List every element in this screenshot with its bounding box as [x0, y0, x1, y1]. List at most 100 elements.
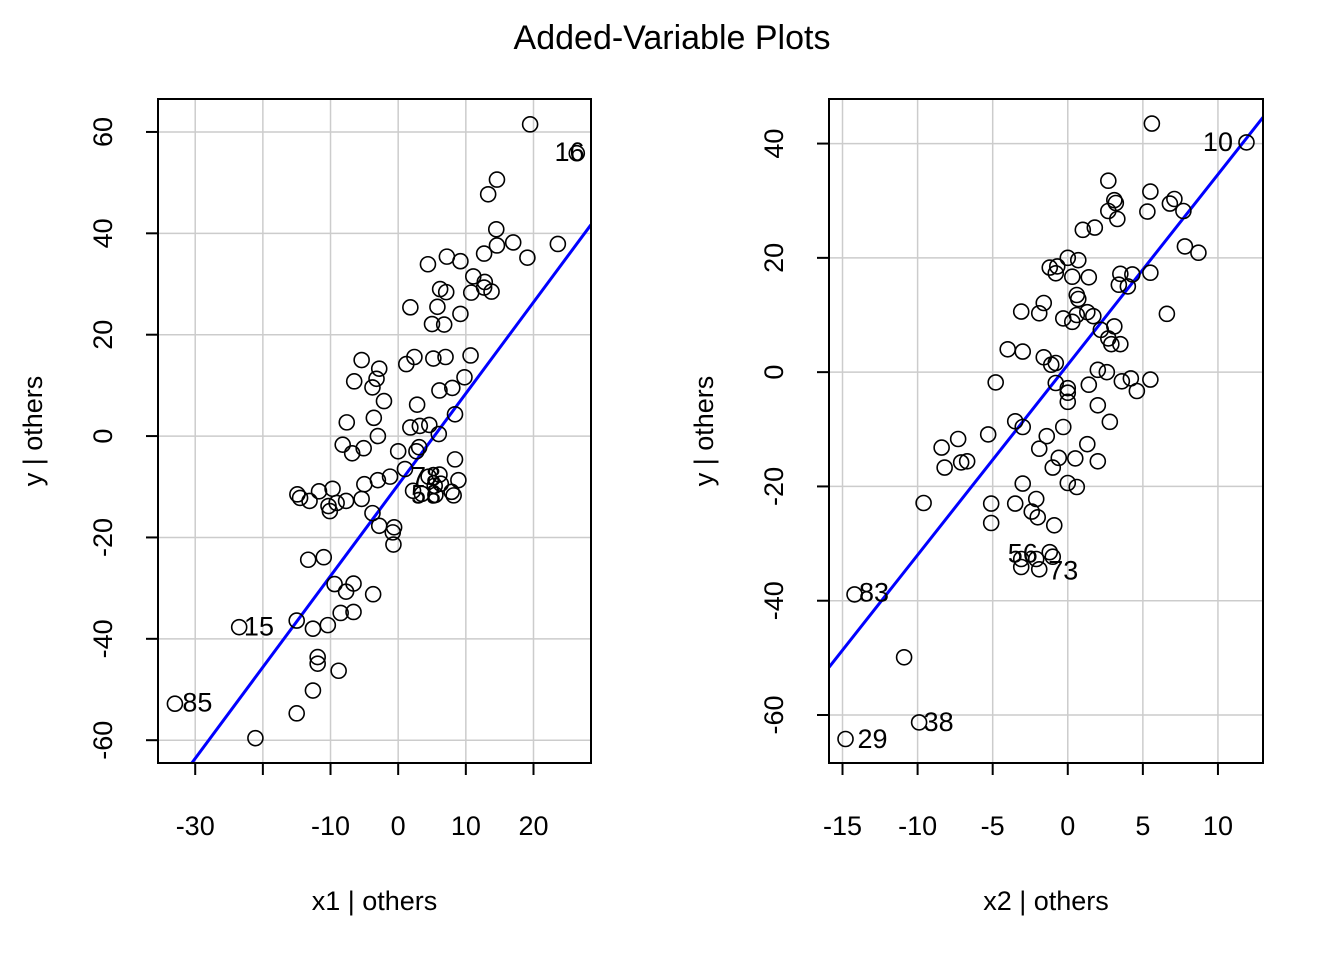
y-tick-label: 0: [759, 365, 789, 380]
fit-line-x1: [189, 223, 591, 763]
data-point: [487, 220, 505, 238]
data-point: [315, 548, 333, 566]
data-point: [1030, 440, 1048, 458]
data-point: [365, 409, 383, 427]
data-point: [1098, 363, 1116, 381]
point-label: 58: [411, 479, 441, 509]
data-point: [332, 604, 349, 622]
data-point: [1128, 382, 1146, 400]
y-axis-label-x1: y | others: [18, 376, 48, 487]
data-point: [389, 442, 407, 460]
y-tick-label: 20: [759, 243, 789, 273]
data-point: [402, 419, 419, 436]
data-point: [1069, 290, 1087, 308]
data-point: [320, 497, 337, 515]
data-point: [1030, 304, 1048, 322]
data-point: [1139, 203, 1156, 220]
data-point: [1059, 393, 1077, 411]
data-point: [324, 480, 341, 498]
data-point: [1029, 508, 1047, 526]
y-tick-label: 20: [88, 320, 118, 350]
data-point: [1190, 244, 1207, 262]
data-point: [247, 729, 264, 747]
data-point: [1074, 221, 1092, 239]
point-label: 56: [1008, 538, 1038, 568]
data-point: [369, 471, 387, 489]
data-point: [982, 495, 1000, 512]
data-point: [1044, 459, 1062, 476]
data-point: [1023, 503, 1041, 520]
data-point: [1012, 303, 1030, 320]
data-point: [1014, 343, 1032, 360]
y-tick-label: -40: [88, 619, 118, 658]
data-point: [519, 249, 536, 266]
data-point: [425, 350, 442, 367]
data-point: [1158, 305, 1176, 323]
data-point: [1089, 396, 1107, 414]
y-tick-label: 40: [759, 129, 789, 159]
data-point: [1142, 371, 1159, 388]
data-point: [1027, 550, 1045, 568]
data-point: [1050, 449, 1068, 467]
data-point: [462, 347, 479, 364]
data-point: [319, 616, 337, 634]
data-point: [413, 485, 431, 503]
data-point: [364, 585, 382, 603]
data-point: [1048, 258, 1066, 275]
data-point: [301, 492, 318, 510]
data-point: [837, 730, 854, 748]
data-point: [479, 185, 497, 203]
data-point: [1085, 307, 1102, 325]
data-point: [1054, 418, 1072, 436]
points-x2: [837, 115, 1255, 748]
data-point: [1089, 452, 1107, 470]
data-point: [488, 171, 506, 188]
x-tick-label: 10: [1203, 811, 1233, 841]
y-tick-label: -60: [759, 695, 789, 734]
data-point: [475, 245, 493, 262]
point-label: 83: [859, 578, 889, 608]
point-label: 78: [411, 462, 441, 492]
y-axis-label-x2: y | others: [689, 376, 719, 487]
data-point: [330, 662, 347, 680]
data-point: [309, 655, 326, 672]
data-point: [291, 489, 309, 507]
data-point: [504, 234, 522, 251]
data-point: [1059, 474, 1077, 492]
plot-border-x1: [157, 98, 592, 764]
y-tick-label: -60: [88, 721, 118, 760]
data-point: [1176, 238, 1194, 255]
data-point: [1080, 268, 1098, 286]
plot-frame-x1: [157, 98, 592, 764]
data-point: [375, 392, 393, 410]
data-point: [1089, 361, 1107, 379]
data-point: [355, 439, 372, 457]
point-label: 10: [1203, 127, 1233, 157]
x-tick-label: 5: [1135, 811, 1150, 841]
data-point: [1047, 264, 1065, 282]
data-point: [385, 536, 402, 553]
data-point: [1063, 268, 1081, 286]
data-point: [1059, 249, 1077, 267]
data-point: [408, 396, 426, 413]
data-point: [1030, 560, 1048, 578]
point-label: 15: [244, 612, 274, 642]
data-point: [364, 504, 381, 522]
data-point: [1014, 418, 1032, 436]
data-point: [936, 459, 953, 476]
data-point: [435, 316, 453, 333]
data-point: [1080, 376, 1098, 394]
data-point: [385, 519, 403, 536]
data-point: [431, 466, 448, 483]
data-point: [437, 348, 454, 366]
data-point: [384, 524, 402, 541]
data-point: [895, 648, 913, 666]
data-point: [421, 416, 438, 434]
data-point: [1143, 115, 1161, 132]
plot-panel-x2: 10 83 38 29 56 73 -15 -10 -5 0 5 10 -60 -40 -20 0 20 40…: [689, 98, 1264, 916]
points-x1: [166, 116, 586, 747]
fit-line-x2: [829, 116, 1263, 669]
data-point: [356, 475, 373, 493]
data-point: [1086, 219, 1104, 236]
point-label: 38: [924, 707, 954, 737]
